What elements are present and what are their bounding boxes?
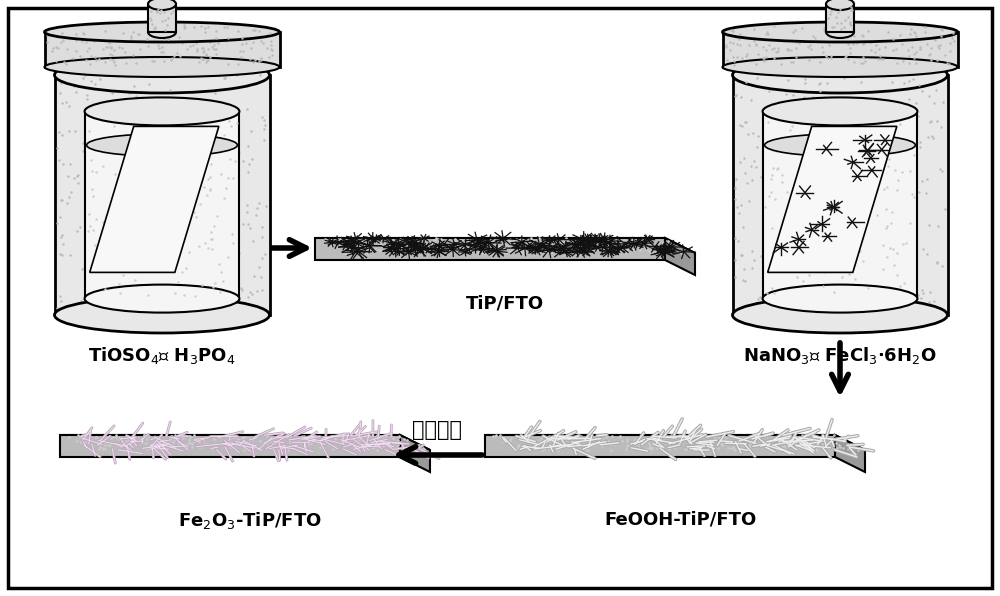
Polygon shape	[315, 238, 695, 253]
Ellipse shape	[148, 0, 176, 10]
Text: FeOOH-TiP/FTO: FeOOH-TiP/FTO	[604, 510, 756, 528]
Polygon shape	[90, 126, 219, 272]
Bar	[722, 32, 958, 67]
Ellipse shape	[826, 0, 854, 10]
Bar	[826, 4, 854, 32]
Polygon shape	[60, 435, 430, 450]
Ellipse shape	[44, 57, 280, 77]
Ellipse shape	[732, 57, 948, 93]
Ellipse shape	[85, 285, 239, 312]
Ellipse shape	[763, 97, 917, 125]
Text: Fe$_2$O$_3$-TiP/FTO: Fe$_2$O$_3$-TiP/FTO	[178, 510, 322, 531]
Text: NaNO$_3$和 FeCl$_3$·6H$_2$O: NaNO$_3$和 FeCl$_3$·6H$_2$O	[743, 345, 937, 366]
Bar	[148, 4, 176, 32]
Text: 退火处理: 退火处理	[412, 420, 462, 440]
Ellipse shape	[54, 297, 270, 333]
Ellipse shape	[54, 57, 270, 93]
Polygon shape	[485, 435, 835, 457]
Ellipse shape	[148, 26, 176, 38]
Polygon shape	[485, 435, 865, 450]
Bar	[44, 32, 280, 67]
Text: TiP/FTO: TiP/FTO	[466, 295, 544, 313]
Polygon shape	[400, 435, 430, 472]
Text: TiOSO$_4$和 H$_3$PO$_4$: TiOSO$_4$和 H$_3$PO$_4$	[88, 345, 236, 366]
Ellipse shape	[763, 285, 917, 312]
Bar	[85, 111, 239, 299]
Bar	[732, 75, 948, 315]
Ellipse shape	[765, 134, 915, 156]
Ellipse shape	[732, 297, 948, 333]
Ellipse shape	[85, 97, 239, 125]
Polygon shape	[835, 435, 865, 472]
Bar	[54, 75, 270, 315]
Polygon shape	[768, 126, 897, 272]
Polygon shape	[665, 238, 695, 275]
Polygon shape	[60, 435, 400, 457]
Bar	[763, 111, 917, 299]
Ellipse shape	[87, 134, 237, 156]
Ellipse shape	[44, 22, 280, 42]
Ellipse shape	[722, 22, 958, 42]
Polygon shape	[315, 238, 665, 260]
Ellipse shape	[826, 26, 854, 38]
Ellipse shape	[722, 57, 958, 77]
